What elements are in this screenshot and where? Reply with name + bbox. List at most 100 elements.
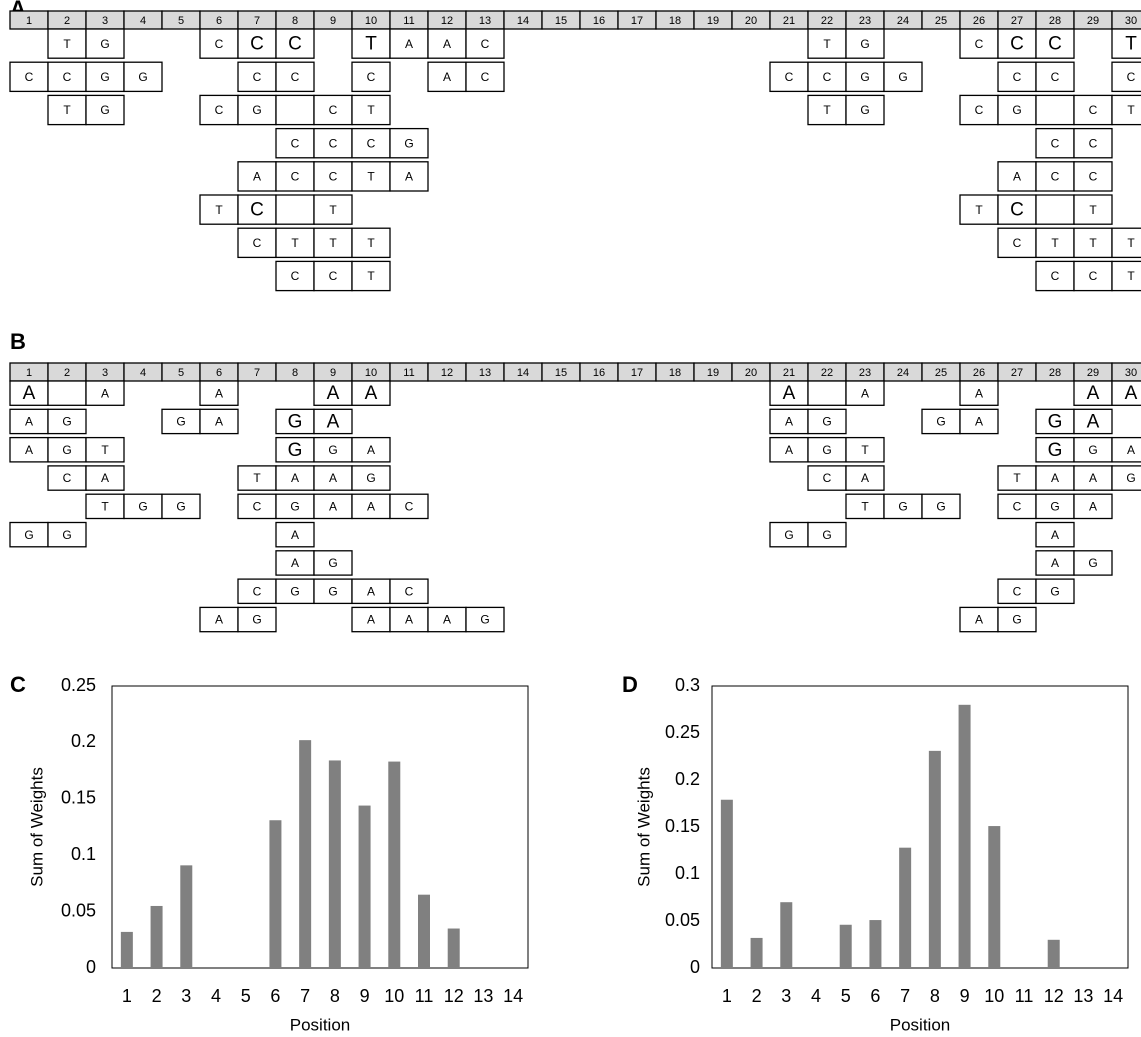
sequence-cell <box>769 61 809 93</box>
sequence-cell <box>1035 227 1075 259</box>
sequence-cell <box>237 578 277 605</box>
y-tick-label: 0.25 <box>61 675 96 695</box>
nucleotide: A <box>327 383 340 404</box>
sequence-cell <box>237 94 277 126</box>
nucleotide: C <box>215 37 224 51</box>
sequence-cell <box>275 194 315 225</box>
nucleotide: C <box>291 70 300 84</box>
x-tick-label: 11 <box>415 986 434 1006</box>
x-tick-label: 3 <box>781 986 791 1006</box>
sequence-cell <box>85 28 125 59</box>
nucleotide: A <box>861 386 869 400</box>
sequence-cell <box>1111 61 1141 93</box>
position-number: 18 <box>669 367 681 379</box>
nucleotide: G <box>138 70 147 84</box>
position-number: 12 <box>441 367 453 379</box>
sequence-cell <box>997 28 1037 59</box>
nucleotide: A <box>25 415 33 429</box>
sequence-cell <box>275 127 315 159</box>
nucleotide: A <box>783 383 796 404</box>
bar <box>120 931 133 968</box>
sequence-cell <box>351 380 391 406</box>
nucleotide: G <box>328 584 337 598</box>
nucleotide: G <box>24 528 33 542</box>
y-tick-label: 0.1 <box>675 863 700 883</box>
x-tick-label: 5 <box>241 986 251 1006</box>
nucleotide: T <box>291 236 299 250</box>
sequence-cell <box>389 578 429 605</box>
nucleotide: A <box>1125 383 1138 404</box>
nucleotide: A <box>1051 528 1059 542</box>
sequence-cell <box>769 436 809 463</box>
x-tick-label: 10 <box>984 986 1004 1006</box>
sequence-cell <box>1035 94 1075 126</box>
bar <box>1047 939 1060 968</box>
x-tick-label: 1 <box>722 986 732 1006</box>
sequence-cell <box>237 194 277 225</box>
position-number: 3 <box>102 367 108 379</box>
position-number: 9 <box>330 367 336 379</box>
bar <box>447 928 460 968</box>
sequence-cell <box>313 436 353 463</box>
position-number: 16 <box>593 367 605 379</box>
x-tick-label: 2 <box>752 986 762 1006</box>
position-number: 8 <box>292 15 298 27</box>
sequence-cell <box>351 436 391 463</box>
nucleotide: C <box>291 136 300 150</box>
nucleotide: C <box>1089 170 1098 184</box>
nucleotide: G <box>1126 471 1135 485</box>
nucleotide: T <box>1127 269 1135 283</box>
x-tick-label: 5 <box>841 986 851 1006</box>
x-tick-label: 9 <box>360 986 370 1006</box>
x-tick-label: 14 <box>1103 986 1123 1006</box>
nucleotide: G <box>366 471 375 485</box>
bar <box>299 740 312 968</box>
y-axis-title: Sum of Weights <box>27 767 46 887</box>
nucleotide: G <box>328 556 337 570</box>
nucleotide: G <box>480 613 489 627</box>
x-tick-label: 12 <box>1044 986 1064 1006</box>
nucleotide: G <box>898 500 907 514</box>
nucleotide: C <box>329 136 338 150</box>
sequence-cell <box>237 161 277 192</box>
nucleotide: G <box>860 103 869 117</box>
x-tick-label: 11 <box>1015 986 1034 1006</box>
nucleotide: G <box>898 70 907 84</box>
sequence-cell <box>1035 28 1075 59</box>
nucleotide: C <box>785 70 794 84</box>
bar <box>328 760 341 968</box>
x-tick-label: 14 <box>503 986 523 1006</box>
nucleotide: G <box>62 443 71 457</box>
sequence-cell <box>1111 465 1141 491</box>
sequence-cell <box>237 493 277 520</box>
panel-label: B <box>10 329 26 354</box>
nucleotide: C <box>288 34 302 55</box>
x-tick-label: 12 <box>444 986 464 1006</box>
nucleotide: T <box>101 500 109 514</box>
nucleotide: G <box>860 37 869 51</box>
nucleotide: A <box>1089 471 1097 485</box>
nucleotide: C <box>1051 136 1060 150</box>
sequence-cell <box>1035 61 1075 93</box>
position-number: 4 <box>140 367 146 379</box>
sequence-cell <box>883 493 923 520</box>
nucleotide: G <box>176 500 185 514</box>
nucleotide: A <box>785 443 793 457</box>
position-number: 13 <box>479 15 491 27</box>
bar <box>388 761 401 968</box>
nucleotide: T <box>823 37 831 51</box>
x-tick-label: 8 <box>930 986 940 1006</box>
nucleotide: C <box>1010 34 1024 55</box>
x-axis-title: Position <box>290 1015 350 1034</box>
sequence-cell <box>921 408 961 435</box>
bar <box>269 820 282 968</box>
sequence-cell <box>85 436 125 463</box>
position-number: 8 <box>292 367 298 379</box>
sequence-cell <box>769 408 809 435</box>
nucleotide: C <box>253 70 262 84</box>
nucleotide: G <box>1088 556 1097 570</box>
nucleotide: A <box>1051 556 1059 570</box>
position-number: 15 <box>555 15 567 27</box>
bar <box>928 750 941 968</box>
nucleotide: A <box>365 383 378 404</box>
